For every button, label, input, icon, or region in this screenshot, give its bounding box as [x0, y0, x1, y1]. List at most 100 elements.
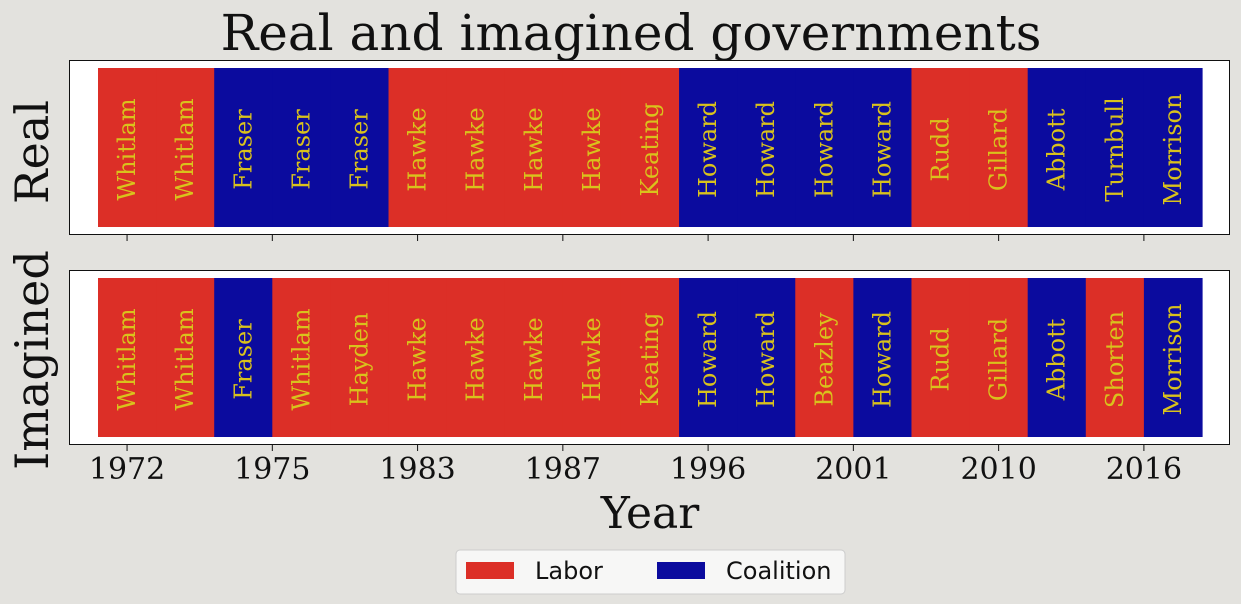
government-bar: [562, 278, 622, 437]
government-label: Hawke: [404, 107, 432, 192]
panel-imagined-ylabel: Imagined: [5, 250, 59, 470]
government-label: Hayden: [345, 313, 373, 407]
x-tick-label: 1987: [525, 452, 601, 487]
government-label: Morrison: [1159, 304, 1187, 416]
government-label: Abbott: [1043, 318, 1071, 401]
government-label: Fraser: [229, 319, 257, 400]
government-bar: [795, 68, 854, 227]
government-bar: [1085, 278, 1145, 437]
government-label: Whitlam: [287, 308, 315, 410]
panel-imagined: Whitlam Whitlam Fraser Whitlam Hayden Hawke Ha…: [69, 270, 1230, 451]
government-label: Shorten: [1101, 311, 1129, 408]
x-axis-label: Year: [600, 488, 700, 539]
government-label: Abbott: [1043, 108, 1071, 191]
government-bar: [853, 278, 913, 437]
government-label: Howard: [752, 101, 780, 198]
government-label: Hawke: [462, 317, 490, 402]
government-label: Rudd: [927, 117, 955, 181]
government-bar: [330, 68, 390, 227]
x-tick-label: 1972: [89, 452, 165, 487]
government-label: Whitlam: [171, 308, 199, 410]
government-bar: [737, 278, 796, 437]
legend-swatch-labor: [466, 562, 514, 579]
government-bar: [969, 278, 1029, 437]
government-label: Fraser: [287, 109, 315, 190]
government-bar: [620, 278, 680, 437]
government-bar: [969, 68, 1029, 227]
legend-label-coalition: Coalition: [726, 557, 831, 585]
government-label: Hawke: [404, 317, 432, 402]
government-bar: [737, 68, 796, 227]
government-label: Hawke: [520, 317, 548, 402]
government-bar: [911, 68, 971, 227]
plot-frame: [69, 270, 1230, 445]
government-bar: [1085, 68, 1145, 227]
government-bar: [214, 278, 273, 437]
panel-real: Whitlam Whitlam Fraser Fraser Fraser Hawke Haw…: [69, 60, 1230, 241]
government-bar: [98, 68, 157, 227]
government-label: Howard: [752, 311, 780, 408]
government-label: Keating: [636, 313, 664, 407]
government-label: Whitlam: [113, 98, 141, 200]
government-label: Beazley: [810, 312, 838, 407]
government-bar: [679, 278, 738, 437]
government-label: Hawke: [520, 107, 548, 192]
legend-label-labor: Labor: [535, 557, 603, 585]
legend: Labor Coalition: [455, 549, 846, 595]
x-tick-label: 1975: [234, 452, 310, 487]
government-bar: [1027, 278, 1087, 437]
government-bar: [156, 278, 215, 437]
government-bar: [911, 278, 971, 437]
government-bar: [98, 278, 157, 437]
government-label: Howard: [694, 311, 722, 408]
government-label: Howard: [868, 101, 896, 198]
government-label: Fraser: [229, 109, 257, 190]
government-bar: [679, 68, 738, 227]
x-tick-label: 2016: [1106, 452, 1182, 487]
government-bar: [272, 278, 332, 437]
government-bar: [1027, 68, 1087, 227]
government-label: Hawke: [578, 317, 606, 402]
legend-box: [455, 549, 846, 595]
government-bar: [853, 68, 913, 227]
government-label: Whitlam: [171, 98, 199, 200]
government-bar: [562, 68, 622, 227]
government-label: Rudd: [927, 327, 955, 391]
government-bar: [272, 68, 332, 227]
government-label: Gillard: [985, 318, 1013, 401]
government-bar: [795, 278, 854, 437]
x-axis-ticks: 1972 1975 1983 1987 1996 2001 2010 2016: [89, 452, 1182, 487]
government-bar: [446, 278, 506, 437]
government-label: Howard: [694, 101, 722, 198]
government-label: Hawke: [462, 107, 490, 192]
government-bar: [388, 68, 448, 227]
government-bar: [156, 68, 215, 227]
government-label: Gillard: [985, 108, 1013, 191]
government-label: Fraser: [345, 109, 373, 190]
government-bar: [1143, 68, 1203, 227]
government-bar: [214, 68, 273, 227]
panel-real-ylabel: Real: [5, 100, 59, 204]
government-bar: [504, 68, 564, 227]
government-bar: [620, 68, 680, 227]
chart-title: Real and imagined governments: [221, 4, 1042, 62]
plot-frame: [69, 60, 1230, 235]
x-tick-label: 2001: [815, 452, 891, 487]
government-label: Hawke: [578, 107, 606, 192]
government-label: Keating: [636, 103, 664, 197]
government-label: Whitlam: [113, 308, 141, 410]
x-tick-label: 1983: [379, 452, 455, 487]
x-tick-label: 2010: [960, 452, 1036, 487]
government-label: Howard: [810, 101, 838, 198]
government-bar: [1143, 278, 1203, 437]
legend-swatch-coalition: [657, 562, 705, 579]
government-bar: [446, 68, 506, 227]
government-bar: [504, 278, 564, 437]
government-label: Howard: [868, 311, 896, 408]
x-tick-label: 1996: [670, 452, 746, 487]
government-label: Morrison: [1159, 94, 1187, 206]
government-bar: [388, 278, 448, 437]
government-bar: [330, 278, 390, 437]
government-label: Turnbull: [1101, 97, 1129, 202]
